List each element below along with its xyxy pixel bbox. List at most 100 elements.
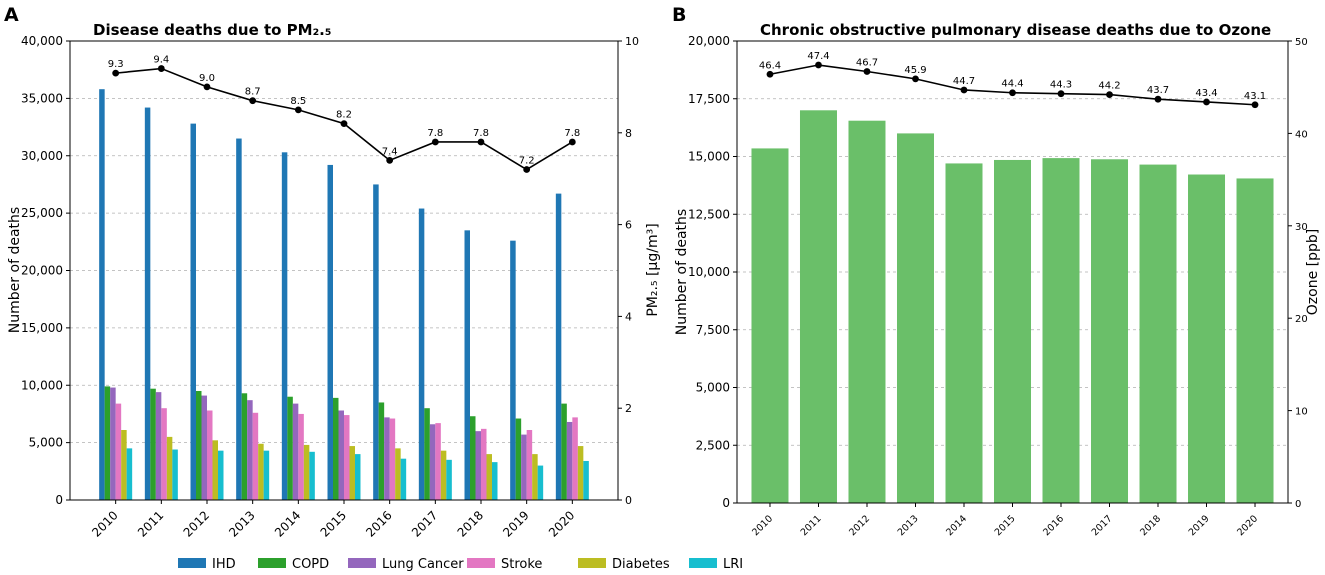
line-point [1154, 95, 1162, 103]
line-value-label: 7.4 [382, 146, 398, 157]
bar-ihd [555, 193, 562, 500]
bar-lri [218, 450, 224, 500]
line-point [340, 120, 348, 128]
x-tick-label: 2011 [135, 508, 166, 539]
panel-b-y2-axis-label: Ozone [ppb] [1305, 229, 1321, 315]
bar-diabetes [212, 440, 218, 500]
bar-stroke [389, 418, 396, 500]
x-tick-label: 2013 [226, 508, 257, 539]
legend-swatch [689, 558, 717, 568]
line-value-label: 7.2 [519, 156, 535, 167]
bar-stroke [344, 415, 350, 500]
x-tick-label: 2017 [1090, 513, 1115, 538]
y-tick-label: 20,000 [688, 34, 730, 48]
line-point [1057, 90, 1065, 98]
bar-copd-deaths [896, 133, 934, 503]
bar-copd-deaths [1042, 158, 1080, 503]
bar-diabetes [440, 450, 447, 500]
y2-tick-label: 30 [1295, 222, 1308, 233]
panel-b: B Chronic obstructive pulmonary disease … [672, 4, 1321, 538]
y-tick-label: 10,000 [21, 378, 63, 392]
bar-diabetes [166, 436, 173, 500]
bar-lri [126, 448, 133, 500]
bar-lung-cancer [384, 417, 390, 500]
x-tick-label: 2013 [896, 513, 921, 538]
legend-label: IHD [212, 557, 236, 572]
line-value-label: 8.7 [245, 87, 261, 98]
x-tick-label: 2020 [546, 508, 577, 539]
bar-stroke [115, 403, 122, 500]
x-tick-label: 2016 [363, 508, 394, 539]
line-point [960, 86, 968, 94]
bar-diabetes [395, 448, 401, 500]
bar-copd-deaths [1091, 159, 1129, 503]
x-tick-label: 2015 [993, 513, 1018, 538]
bar-stroke [526, 430, 533, 500]
line-value-label: 9.3 [108, 59, 124, 70]
bar-copd-deaths [945, 163, 983, 503]
line-value-label: 46.4 [759, 60, 781, 71]
y2-tick-label: 0 [625, 494, 632, 507]
bar-copd-deaths [994, 159, 1031, 503]
line-value-label: 8.5 [290, 96, 306, 107]
panel-b-label: B [672, 4, 686, 26]
line-value-label: 8.2 [336, 110, 352, 121]
bar-copd-deaths [1188, 174, 1226, 503]
bar-ihd [418, 208, 425, 500]
bar-stroke [252, 412, 259, 500]
line-point [294, 106, 302, 114]
bar-lri [355, 454, 361, 500]
bar-lri [583, 460, 589, 500]
panel-a: A Disease deaths due to PM₂.₅ 9.3 9.4 9.0 8… [4, 4, 661, 540]
line-value-label: 43.1 [1244, 91, 1266, 102]
bar-copd-deaths [1139, 164, 1177, 503]
line-point [1106, 91, 1113, 98]
y-tick-label: 5,000 [29, 436, 63, 450]
line-point [815, 61, 822, 69]
x-tick-label: 2010 [89, 508, 120, 539]
line-point [249, 97, 257, 105]
bar-lung-cancer [201, 395, 207, 500]
line-value-label: 43.4 [1195, 88, 1217, 99]
legend-swatch [467, 558, 495, 568]
legend-swatch [578, 558, 606, 568]
panel-a-title: Disease deaths due to PM₂.₅ [93, 21, 331, 39]
bar-stroke [298, 413, 304, 500]
bar-copd-deaths [848, 120, 886, 503]
bar-lung-cancer [110, 387, 116, 500]
y-tick-label: 12,500 [688, 207, 730, 221]
bar-copd [378, 402, 385, 500]
bar-copd [287, 396, 293, 500]
bar-lri [537, 465, 544, 500]
line-point [912, 75, 919, 83]
bar-lri [263, 450, 270, 500]
bar-copd-deaths [1236, 178, 1274, 503]
x-tick-label: 2018 [455, 508, 486, 539]
bar-copd [424, 408, 430, 500]
bar-ihd [281, 152, 288, 500]
x-tick-label: 2017 [409, 508, 440, 539]
bar-diabetes [349, 446, 355, 500]
x-tick-label: 2018 [1138, 513, 1163, 538]
panel-b-ozone-line: 46.4 47.4 46.7 45.9 44.7 44.4 44.3 44.2 43.7 43.4… [759, 51, 1266, 109]
line-value-label: 47.4 [807, 51, 829, 62]
y-tick-label: 7,500 [696, 323, 730, 337]
bar-copd [561, 403, 567, 500]
line-point [568, 138, 576, 146]
y2-tick-label: 40 [1295, 129, 1308, 140]
line-point [863, 68, 871, 75]
y-tick-label: 0 [55, 493, 63, 507]
y2-tick-label: 50 [1295, 37, 1308, 48]
line-value-label: 9.0 [199, 73, 215, 84]
y2-tick-label: 10 [1295, 407, 1308, 418]
line-point [431, 138, 439, 146]
y-tick-label: 25,000 [21, 206, 63, 220]
legend-label: Stroke [501, 557, 542, 572]
bar-lung-cancer [475, 431, 481, 500]
x-tick-label: 2019 [500, 508, 531, 539]
line-value-label: 7.8 [427, 128, 443, 139]
bar-diabetes [486, 454, 492, 500]
line-value-label: 43.7 [1147, 85, 1169, 96]
line-value-label: 7.8 [564, 128, 580, 139]
y-tick-label: 2,500 [696, 438, 730, 452]
